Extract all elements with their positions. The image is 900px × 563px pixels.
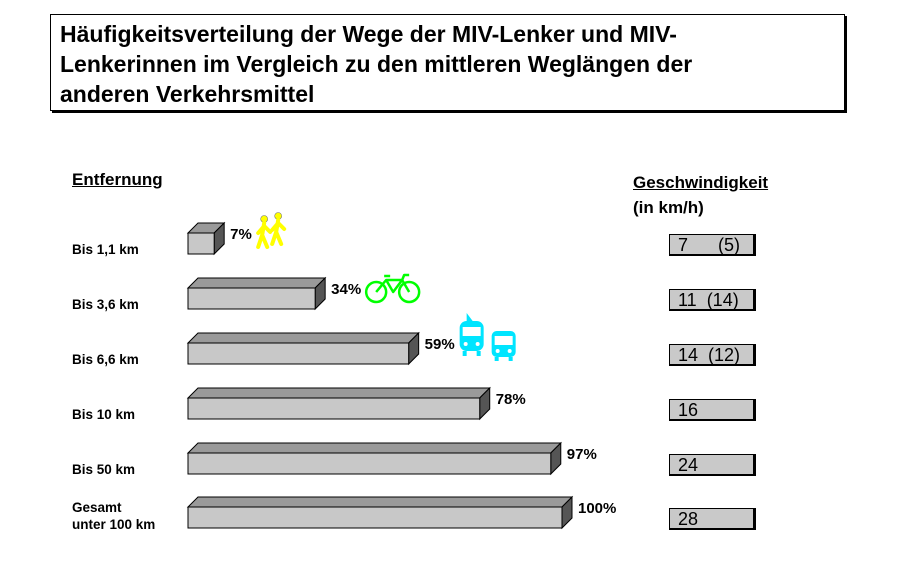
speed-header-line1: Geschwindigkeit: [633, 173, 769, 192]
bar-1: [186, 221, 226, 256]
category-label: Bis 10 km: [72, 406, 135, 423]
bar-front: [187, 452, 552, 475]
category-label: Bis 50 km: [72, 461, 135, 478]
speed-header-line2: (in km/h): [633, 198, 704, 217]
bar-front: [187, 342, 410, 365]
speed-value: 24: [669, 454, 756, 476]
category-label: Bis 3,6 km: [72, 296, 139, 313]
category-label-line: Bis 3,6 km: [72, 297, 139, 312]
bar-front: [187, 397, 481, 420]
category-label: Bis 1,1 km: [72, 241, 139, 258]
chart-title: Häufigkeitsverteilung der Wege der MIV-L…: [50, 14, 845, 111]
category-label: Gesamt unter 100 km: [72, 499, 155, 533]
distance-header: Entfernung: [72, 170, 163, 189]
category-label-line: Bis 1,1 km: [72, 242, 139, 257]
pedestrian-icon: [256, 212, 287, 249]
bar-front: [187, 232, 215, 255]
bar-top: [186, 332, 420, 344]
speed-value: 11 (14): [669, 289, 756, 311]
value-label: 100%: [578, 500, 617, 517]
category-label-line: Gesamt: [72, 500, 122, 515]
bar-3: [186, 331, 420, 366]
category-label-line: Bis 50 km: [72, 462, 136, 477]
bus-icon: [491, 331, 516, 361]
category-label: Bis 6,6 km: [72, 351, 139, 368]
speed-header: Geschwindigkeit (in km/h): [633, 170, 768, 220]
title-line-1: Häufigkeitsverteilung der Wege der MIV-L…: [60, 21, 677, 47]
bar-top: [186, 387, 491, 399]
value-label: 7%: [230, 226, 252, 243]
bar-front: [187, 287, 316, 310]
bicycle-icon: [364, 273, 421, 304]
title-line-2: Lenkerinnen im Vergleich zu den mittlere…: [60, 51, 693, 77]
bar-2: [186, 276, 327, 311]
bar-6: [186, 495, 574, 530]
speed-value: 14 (12): [669, 344, 756, 366]
tram-icon: [459, 313, 484, 356]
value-label: 78%: [495, 391, 526, 408]
bar-top: [186, 277, 327, 289]
bar-front: [187, 506, 563, 529]
speed-value: 28: [669, 508, 756, 530]
bar-5: [186, 441, 562, 476]
speed-value: 16: [669, 399, 756, 421]
value-label: 34%: [331, 281, 362, 298]
bar-top: [186, 496, 574, 508]
category-label-line: Bis 6,6 km: [72, 352, 139, 367]
speed-value: 7 (5): [669, 234, 756, 256]
value-label: 97%: [566, 446, 597, 463]
bar-top: [186, 442, 562, 454]
category-label-line: unter 100 km: [72, 517, 156, 532]
value-label: 59%: [424, 336, 455, 353]
bar-4: [186, 386, 491, 421]
title-line-3: anderen Verkehrsmittel: [60, 81, 315, 107]
category-label-line: Bis 10 km: [72, 407, 136, 422]
